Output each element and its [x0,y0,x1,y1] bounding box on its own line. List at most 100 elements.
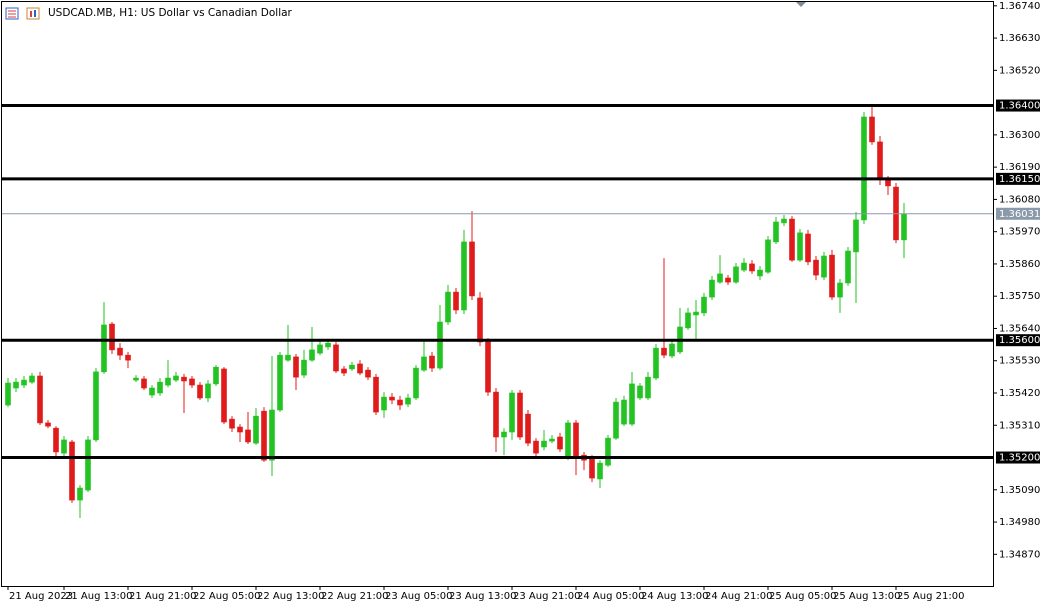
candle-body [453,291,459,311]
candle-body [317,344,323,354]
x-tick-label: 24 Aug 21:00 [705,591,772,602]
candle-body [901,213,907,241]
candle-body [717,273,723,283]
y-tick-label: 1.34980 [999,517,1040,528]
candle-body [565,422,571,457]
candle-body [149,387,155,396]
candle-body [61,439,67,454]
x-tick-label: 23 Aug 13:00 [449,591,516,602]
candle-body [621,399,627,425]
candle-body [21,379,27,386]
current-price-label: 1.36031 [999,209,1040,220]
candle-body [853,219,859,253]
candle-body [389,396,395,401]
x-tick-label: 25 Aug 21:00 [897,591,964,602]
candle-body [805,233,811,263]
candle-body [525,413,531,444]
candle-body [725,277,731,283]
candle-body [573,422,579,458]
candle-body [437,321,443,369]
y-tick-label: 1.35970 [999,227,1040,238]
level-box [996,451,1040,464]
x-tick-label: 25 Aug 05:00 [769,591,836,602]
candle-body [157,381,163,394]
candle-body [205,383,211,399]
candle-body [413,367,419,399]
candle-body [861,116,867,221]
candle-body [557,436,563,450]
candle-body [733,266,739,283]
y-tick-label: 1.35750 [999,291,1040,302]
candle-body [669,343,675,357]
candle-body [173,375,179,381]
candle-body [245,429,251,443]
level-label: 1.35600 [999,335,1040,346]
y-tick-label: 1.36520 [999,65,1040,76]
candle-body [37,375,43,424]
candle-body [213,366,219,385]
candle-body [53,427,59,453]
x-tick-label: 21 Aug 21:00 [129,591,196,602]
candle-body [269,409,275,461]
candle-body [341,368,347,374]
level-box [996,172,1040,185]
candle-body [653,347,659,379]
candle-body [333,344,339,372]
candle-body [501,431,507,438]
y-tick-label: 1.35860 [999,259,1040,270]
candle-body [781,218,787,224]
candle-body [877,141,883,179]
candle-body [645,376,651,399]
candle-body [797,232,803,261]
candle-body [589,456,595,479]
candle-body [637,385,643,399]
icon-bar [30,11,32,17]
candle-body [277,354,283,411]
candle-body [357,363,363,374]
candle-body [109,323,115,351]
candle-body [541,440,547,448]
candle-body [445,291,451,323]
candle-body [261,410,267,461]
candle-body [125,354,131,361]
candle-body [93,371,99,441]
candle-body [461,241,467,311]
x-tick-label: 22 Aug 13:00 [257,591,324,602]
candle-body [309,349,315,361]
candle-body [765,239,771,273]
candle-body [101,324,107,373]
y-tick-label: 1.35310 [999,420,1040,431]
candle-body [749,263,755,272]
y-tick-label: 1.36190 [999,162,1040,173]
candle-body [845,250,851,284]
candle-body [221,368,227,423]
candle-body [789,218,795,261]
x-tick-label: 23 Aug 21:00 [513,591,580,602]
candle-body [13,381,19,389]
candle-body [837,282,843,298]
candle-body [117,347,123,356]
candle-body [405,397,411,405]
chart-icons [5,7,40,20]
level-label: 1.36400 [999,101,1040,112]
candle-body [181,376,187,382]
candle-body [29,375,35,383]
candle-body [829,254,835,298]
y-tick-label: 1.36080 [999,194,1040,205]
candle-body [757,269,763,277]
candle-body [509,392,515,433]
candle-body [869,116,875,143]
candle-body [813,259,819,276]
candle-body [709,279,715,298]
candle-body [69,441,75,501]
candle-body [133,377,139,381]
y-tick-label: 1.36740 [999,1,1040,12]
candle-body [821,255,827,278]
candle-body [5,382,11,406]
x-tick-label: 25 Aug 13:00 [833,591,900,602]
candle-body [77,487,83,501]
candle-body [301,359,307,376]
candle-body [613,401,619,439]
